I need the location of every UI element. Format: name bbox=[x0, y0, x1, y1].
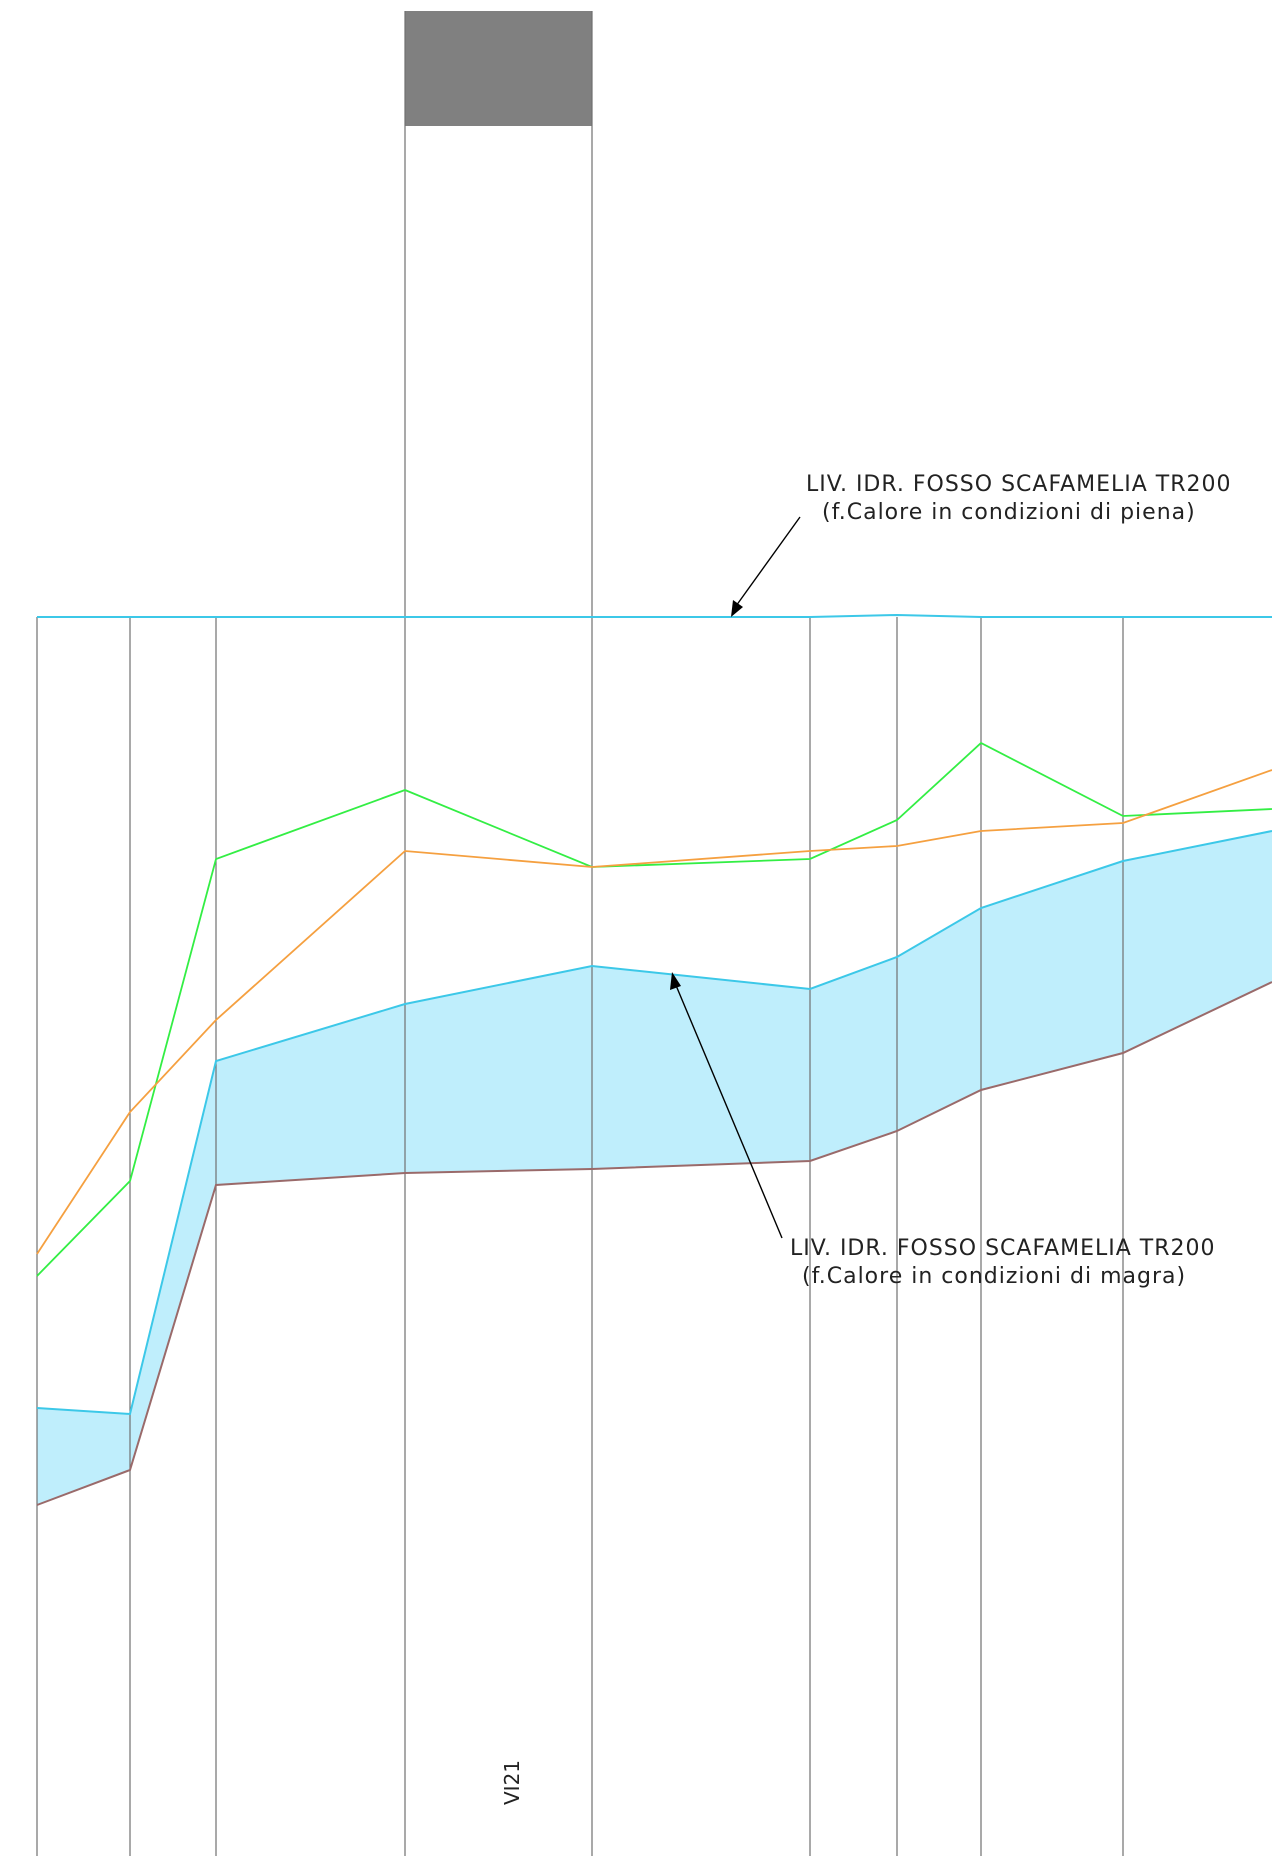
green-profile-line bbox=[36, 741, 1272, 1277]
section-label: VI21 bbox=[500, 1760, 524, 1805]
magra-water-area bbox=[37, 831, 1272, 1505]
magra-water-level-line bbox=[36, 830, 1272, 1416]
pier-block bbox=[405, 11, 592, 126]
magra-label-line2: (f.Calore in condizioni di magra) bbox=[802, 1264, 1186, 1289]
piena-water-level-line bbox=[37, 613, 1272, 618]
magra-leader-line bbox=[674, 982, 783, 1239]
river-bed-line bbox=[36, 981, 1272, 1506]
magra-label-line1: LIV. IDR. FOSSO SCAFAMELIA TR200 bbox=[790, 1236, 1216, 1261]
piena-arrow-head bbox=[731, 600, 743, 617]
orange-profile-line bbox=[36, 769, 1272, 1255]
piena-leader-line bbox=[735, 516, 801, 607]
section-gridlines bbox=[36, 11, 1124, 1856]
piena-label-line1: LIV. IDR. FOSSO SCAFAMELIA TR200 bbox=[806, 472, 1232, 497]
piena-label-line2: (f.Calore in condizioni di piena) bbox=[822, 500, 1196, 525]
magra-arrow-head bbox=[670, 972, 681, 990]
